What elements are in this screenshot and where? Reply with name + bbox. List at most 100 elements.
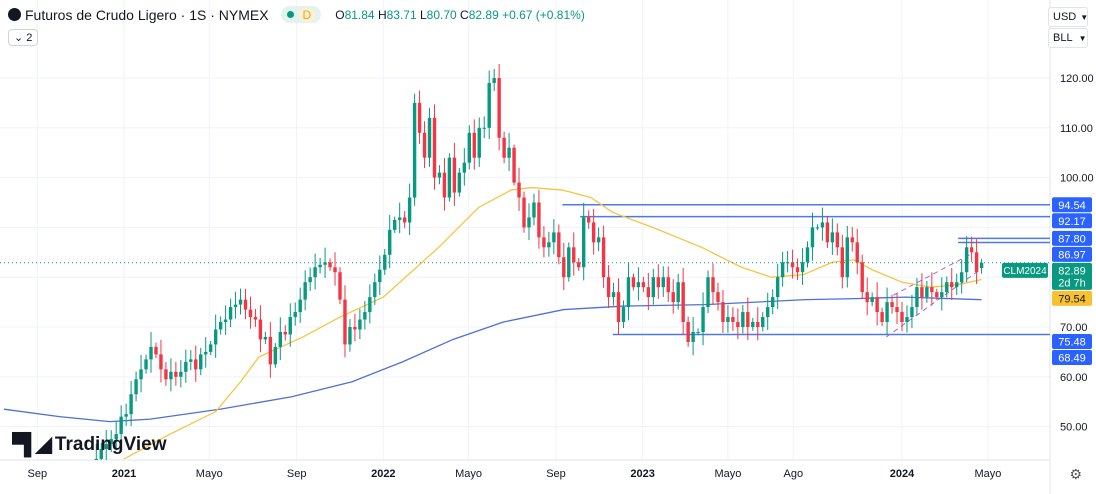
candle-body (124, 414, 128, 417)
candle-body (497, 78, 501, 138)
candle-body (492, 78, 496, 83)
candle-body (800, 262, 805, 273)
candle-body (701, 307, 705, 332)
candle-body (890, 302, 894, 308)
candle-body (706, 277, 710, 308)
candle-body (741, 312, 745, 327)
candle-body (731, 317, 735, 323)
high-label: H (377, 7, 387, 22)
candle-body (303, 282, 307, 300)
currency-select[interactable]: USD ▼ (1048, 7, 1088, 27)
candle-body (223, 319, 228, 323)
candle-body (959, 272, 964, 283)
candle-body (129, 394, 133, 415)
candle-body (373, 282, 377, 298)
collapse-indicators-button[interactable]: ⌄ 2 (8, 29, 39, 46)
delayed-flag: D (298, 7, 316, 22)
gear-icon[interactable]: ⚙ (1069, 466, 1082, 482)
x-tick-label: 2022 (371, 468, 395, 480)
tradingview-logo[interactable]: ▀▌◢ TradingView (12, 432, 167, 457)
candle-body (283, 331, 287, 335)
candle-body (940, 292, 944, 298)
candle-body (358, 319, 362, 330)
candle-body (656, 277, 660, 288)
candle-body (920, 287, 924, 298)
symbol-title[interactable]: Futuros de Crudo Ligero · 1S · NYMEX (25, 6, 269, 23)
price-badge-label: 92.17 (1058, 216, 1086, 228)
indicator-count: 2 (26, 32, 33, 44)
unit-select[interactable]: BLL ▼ (1048, 28, 1088, 48)
candle-body (557, 232, 561, 258)
candle-body (815, 227, 820, 229)
ma-fast-line (123, 186, 982, 460)
candle-body (636, 282, 641, 288)
candle-body (726, 317, 730, 323)
candle-body (880, 312, 884, 323)
candle-body (422, 132, 427, 158)
open-value: 81.84 (344, 7, 375, 22)
candle-body (378, 269, 382, 283)
candle-body (581, 217, 586, 268)
candle-body (577, 262, 581, 268)
tv-logo-icon: ▀▌◢ (12, 433, 52, 456)
candle-body (208, 344, 213, 352)
y-tick-label: 110.00 (1060, 123, 1093, 135)
candle-body (746, 312, 750, 327)
price-badge (1052, 246, 1092, 262)
candle-body (780, 262, 785, 278)
x-tick-label: Ago (784, 468, 804, 480)
plot-area (3, 64, 1050, 460)
x-tick-label: 2024 (890, 468, 915, 480)
candle-body (721, 302, 725, 323)
candle-body (631, 277, 636, 288)
candle-body (253, 317, 258, 320)
oil-drop-icon (8, 8, 21, 21)
price-badge (1052, 230, 1092, 246)
candle-body (343, 299, 347, 345)
candle-body (606, 277, 611, 298)
candle-body (308, 277, 312, 283)
candle-body (338, 272, 342, 300)
currency-value: USD (1053, 11, 1077, 23)
candle-body (616, 292, 621, 323)
candle-body (850, 237, 854, 243)
data-status-badge[interactable]: D (280, 6, 322, 23)
candle-body (969, 247, 974, 253)
symbol-tag (1002, 262, 1048, 278)
candle-body (611, 292, 616, 298)
ohlc-values: O81.84 H83.71 L80.70 C82.89 +0.67 (+0.81… (335, 8, 585, 22)
candle-body (676, 282, 680, 303)
candle-body (228, 307, 233, 320)
brand-name: TradingView (54, 433, 167, 455)
candle-body (174, 371, 178, 377)
candle-body (820, 222, 825, 228)
candle-body (681, 282, 685, 323)
candle-body (218, 322, 223, 330)
candle-body (437, 172, 442, 178)
candle-body (388, 229, 392, 255)
candle-body (368, 297, 372, 313)
candle-body (457, 172, 462, 193)
candle-body (979, 262, 984, 269)
close-value: 82.89 (468, 7, 499, 22)
candle-body (860, 262, 864, 293)
price-badge-label: 75.48 (1058, 337, 1086, 349)
y-tick-label: 100.00 (1060, 173, 1094, 185)
candle-body (950, 282, 954, 288)
x-tick-label: Mayo (714, 468, 741, 480)
candle-body (855, 242, 859, 263)
candle-body (447, 157, 452, 198)
candle-body (288, 317, 292, 335)
candle-body (323, 262, 327, 265)
candle-body (736, 322, 740, 327)
candle-body (432, 117, 437, 178)
candle-body (945, 282, 949, 293)
candle-body (770, 297, 775, 308)
candle-body (109, 439, 113, 445)
price-badge (1052, 262, 1092, 290)
candle-body (383, 254, 387, 270)
candle-body (552, 232, 556, 243)
candle-body (586, 217, 591, 223)
candle-body (905, 317, 909, 323)
